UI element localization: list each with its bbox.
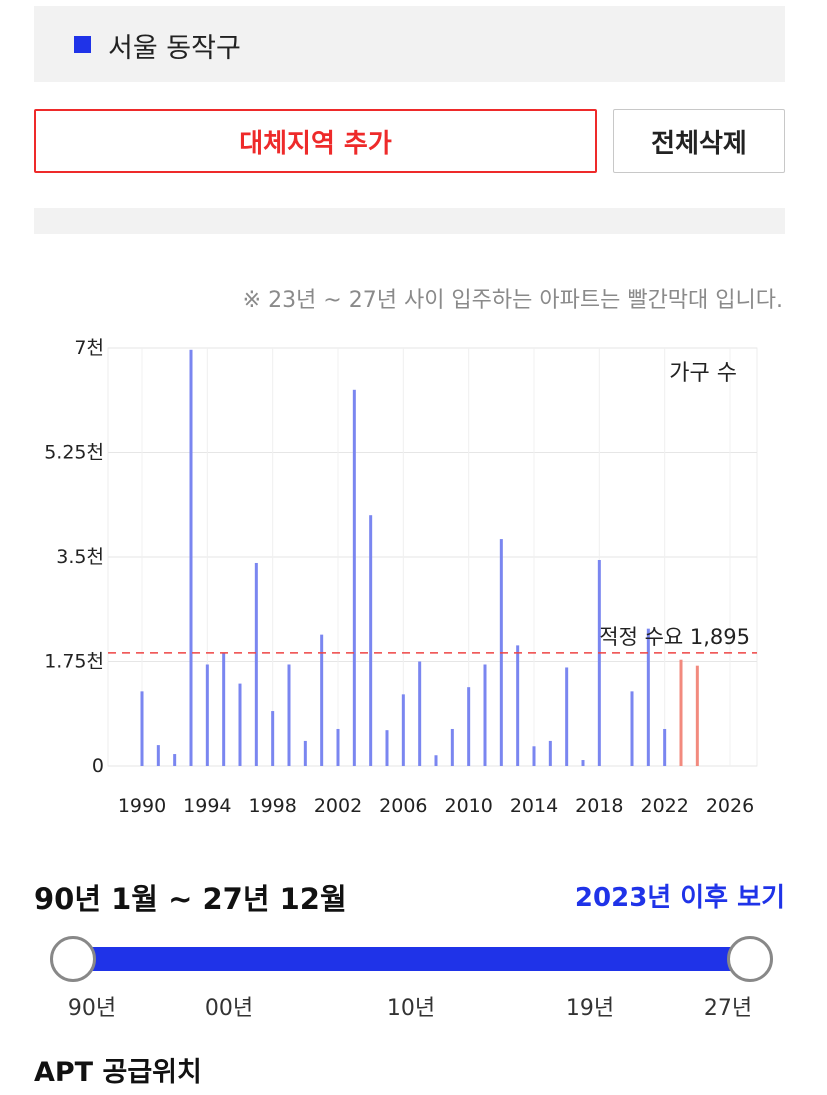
x-tick-label: 1990 [118, 795, 166, 817]
slider-start-handle[interactable] [50, 936, 96, 982]
bar-2008 [434, 755, 438, 766]
view-after-2023-link[interactable]: 2023년 이후 보기 [574, 883, 785, 913]
bar-2024 [695, 665, 699, 766]
slider-label-00: 00년 [204, 996, 254, 1021]
apt-supply-location-title: APT 공급위치 [34, 1057, 202, 1088]
bar-2022 [663, 728, 667, 766]
bar-2004 [369, 515, 373, 766]
slider-label-90: 90년 [67, 996, 117, 1021]
y-tick-label: 0 [92, 755, 104, 777]
bar-1998 [271, 711, 275, 766]
bar-1993 [189, 349, 193, 766]
bar-2005 [385, 730, 389, 766]
chart-note: ※ 23년 ~ 27년 사이 입주하는 아파트는 빨간막대 입니다. [242, 288, 783, 313]
period-slider-track[interactable] [72, 947, 752, 971]
bar-2017 [581, 760, 585, 766]
bar-1992 [173, 754, 177, 766]
add-alternative-region-button[interactable]: 대체지역 추가 [34, 109, 597, 173]
x-tick-label: 2006 [379, 795, 427, 817]
bar-1999 [287, 664, 291, 766]
x-tick-label: 2010 [444, 795, 492, 817]
bar-2011 [483, 664, 487, 766]
bar-2021 [646, 628, 650, 766]
region-selection-box: 서울 동작구 [34, 6, 785, 82]
x-tick-label: 1998 [248, 795, 296, 817]
bar-2020 [630, 691, 634, 766]
x-tick-label: 2022 [640, 795, 688, 817]
slider-end-handle[interactable] [727, 936, 773, 982]
bar-2009 [450, 728, 454, 766]
bar-1995 [222, 652, 226, 766]
bar-2016 [565, 667, 569, 766]
bar-2013 [516, 645, 520, 766]
period-range-text: 90년 1월 ~ 27년 12월 [34, 882, 347, 916]
bar-2007 [418, 661, 422, 766]
slider-label-10: 10년 [386, 996, 436, 1021]
bar-2018 [597, 559, 601, 766]
bar-1997 [254, 562, 258, 766]
bar-1991 [156, 745, 160, 766]
legend-label: 가구 수 [669, 361, 737, 386]
slider-label-27: 27년 [703, 996, 753, 1021]
x-tick-label: 2018 [575, 795, 623, 817]
delete-all-button[interactable]: 전체삭제 [613, 109, 785, 173]
bar-1990 [140, 691, 144, 766]
x-tick-label: 2014 [510, 795, 558, 817]
bar-2000 [303, 740, 307, 766]
y-tick-label: 3.5천 [56, 546, 104, 568]
bar-2010 [467, 687, 471, 766]
y-tick-label: 7천 [74, 337, 104, 359]
bar-2002 [336, 728, 340, 766]
x-tick-label: 2026 [706, 795, 754, 817]
bar-1996 [238, 683, 242, 766]
reference-line-label: 적정 수요 1,895 [599, 625, 750, 649]
y-tick-label: 1.75천 [44, 651, 104, 673]
region-color-swatch [74, 36, 91, 53]
x-tick-label: 1994 [183, 795, 231, 817]
y-tick-label: 5.25천 [44, 442, 104, 464]
bar-2014 [532, 746, 536, 766]
slider-label-19: 19년 [565, 996, 615, 1021]
bar-2006 [401, 694, 405, 766]
bar-2003 [352, 389, 356, 766]
x-tick-label: 2002 [314, 795, 362, 817]
bar-2023 [679, 659, 683, 766]
bar-1994 [205, 664, 209, 766]
bar-2001 [320, 634, 324, 766]
region-name: 서울 동작구 [108, 33, 241, 64]
bar-2015 [548, 740, 552, 766]
divider-strip [34, 208, 785, 234]
